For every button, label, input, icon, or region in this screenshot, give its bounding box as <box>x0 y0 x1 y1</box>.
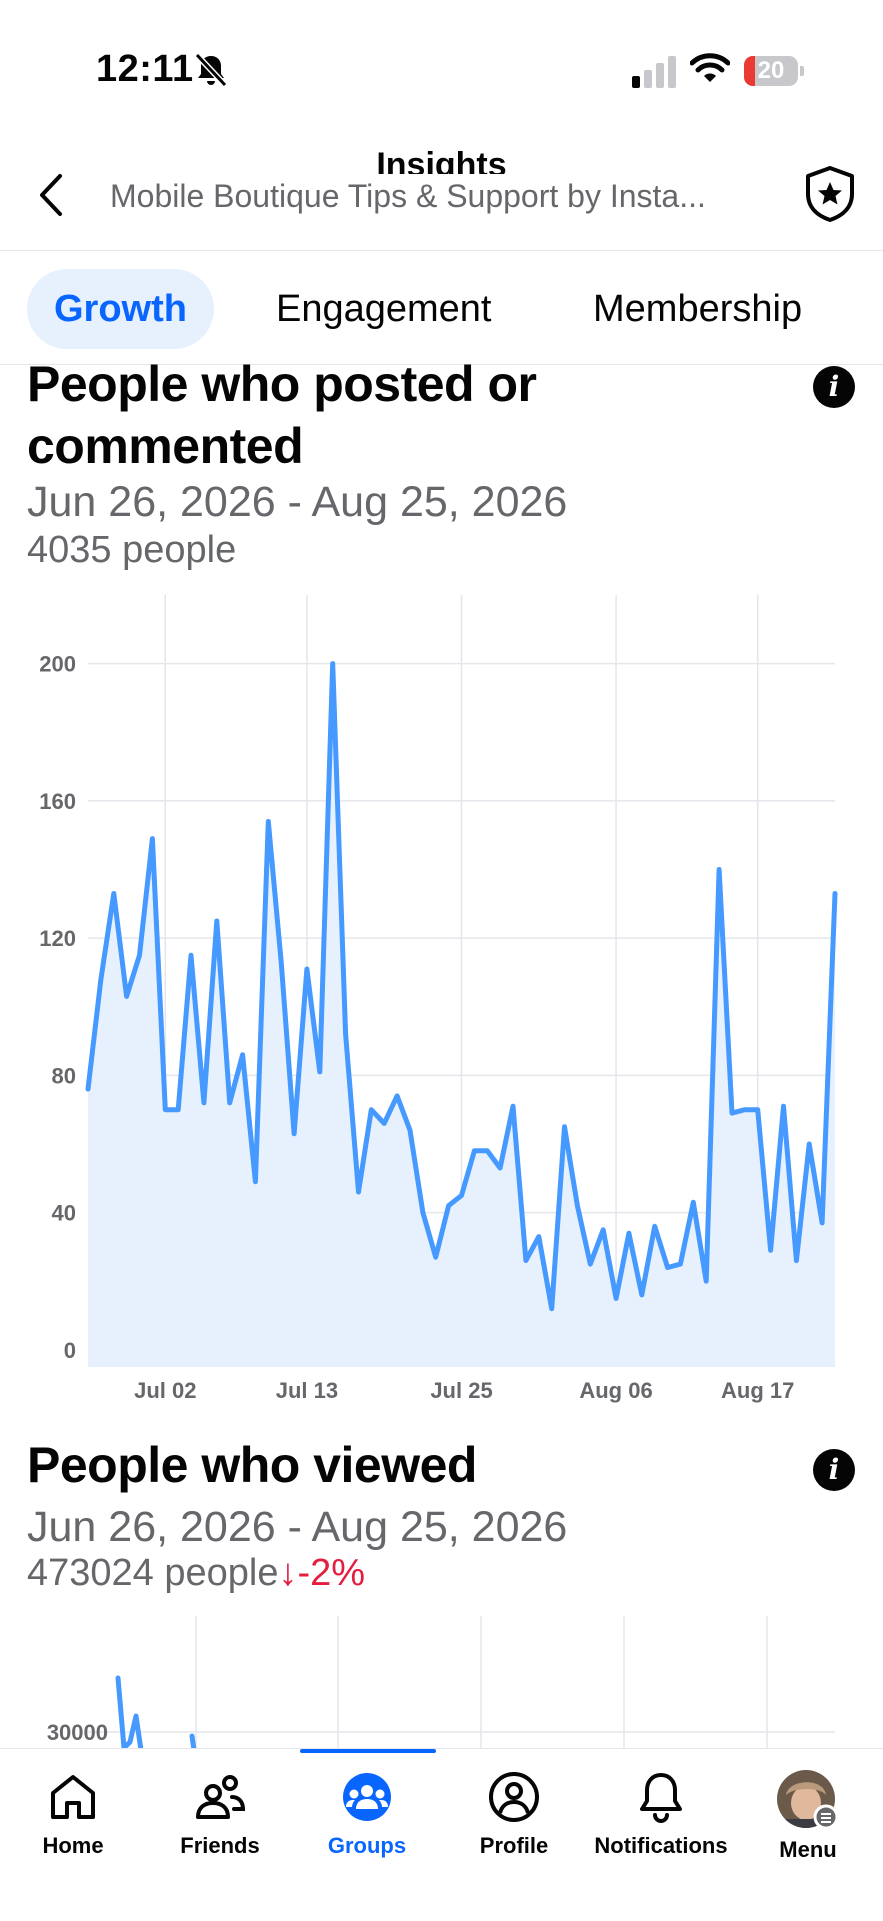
info-icon[interactable]: i <box>813 1449 855 1491</box>
x-tick-label: Jul 25 <box>430 1378 492 1403</box>
bell-off-icon <box>194 52 228 88</box>
y-tick-label: 200 <box>39 652 76 677</box>
viewed-delta: ↓-2% <box>278 1552 366 1594</box>
group-name: Mobile Boutique Tips & Support by Insta.… <box>110 178 706 214</box>
tab-membership[interactable]: Membership <box>593 288 803 330</box>
cellular-signal-icon <box>632 56 676 88</box>
nav-profile-label: Profile <box>479 1833 549 1858</box>
nav-groups[interactable]: Groups <box>297 1769 437 1889</box>
menu-avatar-icon <box>777 1770 839 1829</box>
page-title: Insights <box>376 146 507 174</box>
friends-icon <box>196 1775 246 1819</box>
tab-growth[interactable]: Growth <box>27 269 214 349</box>
groups-icon <box>343 1773 391 1821</box>
series-line <box>85 661 838 1312</box>
insights-tabs: Growth Engagement Membership <box>0 251 883 365</box>
status-time: 12:11 <box>96 48 194 90</box>
nav-menu-label: Menu <box>779 1837 837 1862</box>
nav-notifications-label: Notifications <box>594 1833 728 1858</box>
x-tick-label: Aug 06 <box>579 1378 652 1403</box>
y-tick-label: 30000 <box>47 1720 108 1745</box>
area-fill <box>88 663 835 1367</box>
info-icon[interactable]: i <box>813 366 855 408</box>
battery-icon: 20 <box>744 56 804 86</box>
home-icon <box>51 1775 95 1819</box>
active-tab-indicator <box>300 1749 436 1753</box>
status-bar: 12:11 20 <box>0 0 883 140</box>
nav-home[interactable]: Home <box>3 1769 143 1889</box>
battery-percent: 20 <box>757 57 785 84</box>
y-tick-label: 40 <box>52 1201 76 1226</box>
header: Insights Mobile Boutique Tips & Support … <box>0 140 883 251</box>
posted-chart: Jul 02 Jul 13 Jul 25 Aug 06 Aug 17 0 40 80 120 16… <box>39 595 838 1403</box>
x-tick-label: Jul 02 <box>134 1378 196 1403</box>
viewed-chart: 30000 <box>47 1616 835 1750</box>
nav-menu[interactable]: Menu <box>738 1769 878 1889</box>
posted-date-range: Jun 26, 2026 - Aug 25, 2026 <box>27 478 568 526</box>
x-tick-label: Aug 17 <box>721 1378 794 1403</box>
nav-friends-label: Friends <box>180 1833 260 1858</box>
y-tick-label: 80 <box>52 1063 76 1088</box>
series-line <box>189 1733 197 1750</box>
admin-shield-icon[interactable] <box>802 164 858 224</box>
viewed-count-value: 473024 people <box>27 1552 279 1594</box>
y-tick-label: 160 <box>39 789 76 814</box>
x-tick-label: Jul 13 <box>276 1378 338 1403</box>
tab-engagement[interactable]: Engagement <box>276 288 492 330</box>
back-button[interactable] <box>30 170 74 220</box>
profile-icon <box>489 1772 539 1822</box>
posted-count: 4035 people <box>27 529 237 571</box>
nav-profile[interactable]: Profile <box>444 1769 584 1889</box>
y-tick-label: 120 <box>39 926 76 951</box>
viewed-date-range: Jun 26, 2026 - Aug 25, 2026 <box>27 1503 568 1551</box>
viewed-section-title: People who viewed <box>27 1437 477 1493</box>
posted-section-title: People who posted or commented <box>27 356 537 474</box>
wifi-icon <box>690 53 730 82</box>
y-tick-label: 0 <box>64 1338 76 1363</box>
bottom-nav: Home Friends Groups Profile <box>0 1748 883 1921</box>
bell-icon <box>640 1773 682 1823</box>
nav-home-label: Home <box>42 1833 104 1858</box>
nav-friends[interactable]: Friends <box>150 1769 290 1889</box>
nav-groups-label: Groups <box>327 1833 407 1858</box>
series-line <box>115 1675 144 1750</box>
nav-notifications[interactable]: Notifications <box>591 1769 731 1889</box>
viewed-count: 473024 people↓-2% <box>27 1552 365 1595</box>
